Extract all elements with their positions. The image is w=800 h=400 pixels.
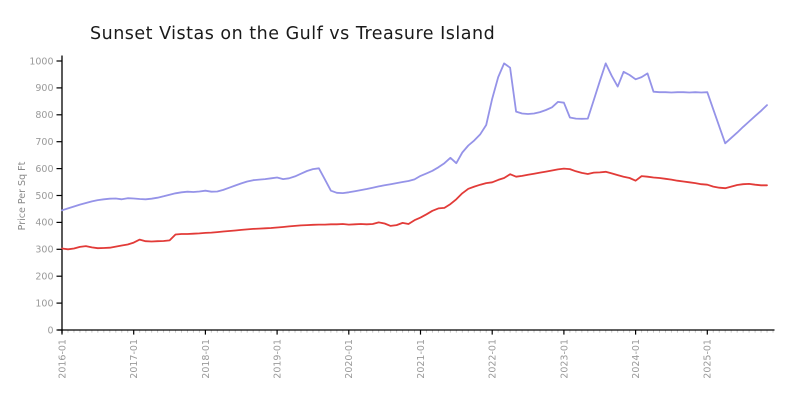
x-tick-label: 2017-01 bbox=[129, 339, 140, 379]
axes bbox=[57, 55, 775, 334]
y-tick-label: 100 bbox=[35, 298, 53, 309]
y-tick-label: 800 bbox=[35, 110, 53, 121]
series-lines bbox=[61, 62, 768, 251]
x-axis-ticks: 2016-01 2017-01 2018-01 2019-01 2020-01 2021-… bbox=[57, 330, 714, 379]
series-line-sunset-vistas-on-the-gulf bbox=[61, 62, 768, 212]
y-axis-label: Price Per Sq Ft bbox=[17, 161, 28, 230]
x-tick-label: 2024-01 bbox=[631, 339, 642, 379]
series-line-treasure-island bbox=[61, 167, 768, 251]
chart-title: Sunset Vistas on the Gulf vs Treasure Is… bbox=[90, 24, 496, 44]
x-tick-label: 2021-01 bbox=[416, 339, 427, 379]
y-tick-label: 900 bbox=[35, 83, 53, 94]
y-tick-label: 500 bbox=[35, 191, 53, 202]
y-tick-label: 0 bbox=[47, 325, 53, 336]
y-tick-label: 200 bbox=[35, 272, 53, 283]
x-tick-label: 2018-01 bbox=[201, 339, 212, 379]
y-tick-label: 1000 bbox=[29, 56, 53, 67]
x-tick-label: 2016-01 bbox=[57, 339, 68, 379]
y-tick-label: 600 bbox=[35, 164, 53, 175]
y-tick-label: 300 bbox=[35, 245, 53, 256]
x-tick-label: 2025-01 bbox=[703, 339, 714, 379]
y-tick-label: 400 bbox=[35, 218, 53, 229]
x-tick-label: 2023-01 bbox=[559, 339, 570, 379]
x-tick-label: 2022-01 bbox=[488, 339, 499, 379]
x-tick-label: 2020-01 bbox=[344, 339, 355, 379]
x-tick-label: 2019-01 bbox=[273, 339, 284, 379]
y-tick-label: 700 bbox=[35, 137, 53, 148]
y-axis-ticks: 0 100 200 300 400 500 600 700 800 900 1000 bbox=[29, 56, 63, 336]
